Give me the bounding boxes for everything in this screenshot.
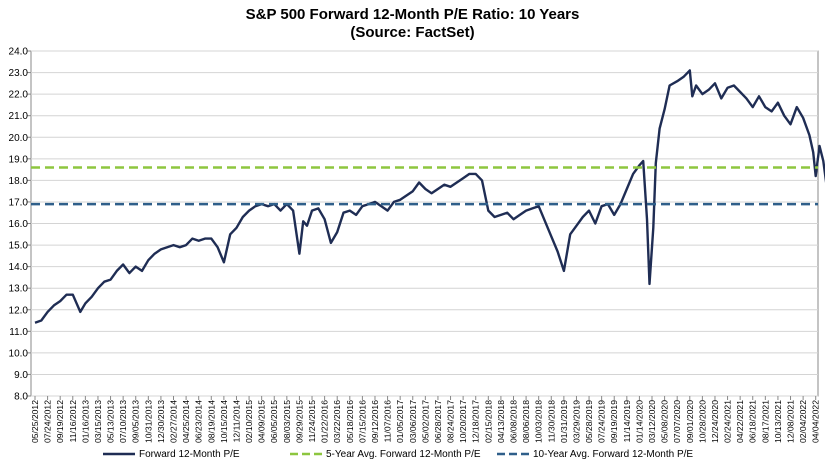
y-tick-label: 22.0 <box>9 90 29 101</box>
x-tick-label: 11/30/2018 <box>546 400 556 443</box>
x-tick-label: 02/24/2021 <box>723 400 733 443</box>
legend-label: 10-Year Avg. Forward 12-Month P/E <box>533 449 693 460</box>
x-tick-label: 07/15/2016 <box>357 400 367 443</box>
x-tick-label: 06/08/2018 <box>508 400 518 443</box>
x-tick-label: 03/29/2019 <box>571 400 581 443</box>
x-tick-label: 09/01/2020 <box>685 400 695 443</box>
x-tick-label: 01/16/2013 <box>80 400 90 443</box>
x-tick-label: 12/18/2017 <box>471 400 481 443</box>
x-tick-label: 12/24/2020 <box>710 400 720 443</box>
x-tick-label: 08/24/2017 <box>446 400 456 443</box>
x-tick-label: 05/13/2013 <box>106 400 116 443</box>
y-tick-label: 14.0 <box>9 262 29 273</box>
x-tick-label: 03/15/2013 <box>93 400 103 443</box>
y-tick-label: 18.0 <box>9 176 29 187</box>
x-tick-label: 03/22/2016 <box>332 400 342 443</box>
x-tick-label: 10/28/2020 <box>697 400 707 443</box>
x-tick-label: 10/15/2014 <box>219 400 229 443</box>
x-tick-label: 06/18/2021 <box>748 400 758 443</box>
x-tick-label: 05/18/2016 <box>345 400 355 443</box>
x-tick-label: 03/06/2017 <box>408 400 418 443</box>
y-tick-label: 15.0 <box>9 241 29 252</box>
x-tick-label: 07/07/2020 <box>672 400 682 443</box>
x-tick-label: 10/13/2021 <box>773 400 783 443</box>
x-tick-label: 08/19/2014 <box>206 400 216 443</box>
x-tick-label: 05/28/2019 <box>584 400 594 443</box>
y-tick-label: 10.0 <box>9 348 29 359</box>
y-tick-label: 20.0 <box>9 133 29 144</box>
y-tick-label: 12.0 <box>9 305 29 316</box>
x-tick-label: 08/06/2018 <box>521 400 531 443</box>
x-tick-label: 05/02/2017 <box>420 400 430 443</box>
y-tick-label: 11.0 <box>9 327 28 338</box>
y-tick-label: 23.0 <box>9 68 29 79</box>
legend-label: Forward 12-Month P/E <box>139 449 240 460</box>
x-tick-label: 09/29/2015 <box>294 400 304 443</box>
y-tick-label: 24.0 <box>9 47 29 58</box>
y-tick-label: 17.0 <box>9 197 29 208</box>
x-tick-label: 06/05/2015 <box>269 400 279 443</box>
x-tick-label: 04/04/2022 <box>811 400 821 443</box>
chart-title: S&P 500 Forward 12-Month P/E Ratio: 10 Y… <box>245 6 580 23</box>
x-tick-label: 11/07/2016 <box>383 400 393 443</box>
x-tick-label: 04/09/2015 <box>257 400 267 443</box>
x-tick-label: 01/14/2020 <box>634 400 644 443</box>
x-tick-label: 04/25/2014 <box>181 400 191 443</box>
series-line-pe <box>34 69 825 324</box>
x-tick-label: 06/23/2014 <box>194 400 204 443</box>
x-tick-label: 09/19/2019 <box>609 400 619 443</box>
x-tick-label: 04/13/2018 <box>496 400 506 443</box>
x-tick-label: 10/31/2013 <box>143 400 153 443</box>
x-tick-label: 11/14/2019 <box>622 400 632 443</box>
x-tick-label: 11/16/2012 <box>68 400 78 443</box>
y-tick-label: 9.0 <box>14 370 28 381</box>
x-tick-label: 10/20/2017 <box>458 400 468 443</box>
x-tick-label: 01/31/2019 <box>559 400 569 443</box>
y-tick-label: 21.0 <box>9 111 29 122</box>
x-tick-label: 08/17/2021 <box>760 400 770 443</box>
x-tick-label: 12/11/2014 <box>231 400 241 443</box>
x-tick-label: 07/24/2019 <box>597 400 607 443</box>
x-tick-label: 11/24/2015 <box>307 400 317 443</box>
x-tick-label: 09/05/2013 <box>131 400 141 443</box>
x-tick-label: 01/05/2017 <box>395 400 405 443</box>
x-tick-label: 02/27/2014 <box>169 400 179 443</box>
x-tick-label: 02/04/2022 <box>798 400 808 443</box>
x-tick-label: 02/10/2015 <box>244 400 254 443</box>
chart-subtitle: (Source: FactSet) <box>350 24 475 41</box>
x-tick-label: 12/08/2021 <box>786 400 796 443</box>
y-tick-label: 19.0 <box>9 154 29 165</box>
x-tick-label: 06/28/2017 <box>433 400 443 443</box>
x-tick-label: 07/24/2012 <box>43 400 53 443</box>
y-tick-label: 13.0 <box>9 284 29 295</box>
x-tick-label: 10/03/2018 <box>534 400 544 443</box>
y-tick-label: 8.0 <box>14 392 28 403</box>
x-tick-label: 07/10/2013 <box>118 400 128 443</box>
x-tick-label: 08/03/2015 <box>282 400 292 443</box>
x-tick-label: 03/12/2020 <box>647 400 657 443</box>
x-tick-label: 02/15/2018 <box>483 400 493 443</box>
x-tick-label: 09/19/2012 <box>55 400 65 443</box>
x-tick-label: 05/08/2020 <box>660 400 670 443</box>
x-tick-label: 05/25/2012 <box>30 400 40 443</box>
x-tick-label: 04/22/2021 <box>735 400 745 443</box>
x-tick-label: 12/30/2013 <box>156 400 166 443</box>
x-tick-label: 09/12/2016 <box>370 400 380 443</box>
legend-label: 5-Year Avg. Forward 12-Month P/E <box>326 449 481 460</box>
x-tick-label: 01/22/2016 <box>320 400 330 443</box>
y-tick-label: 16.0 <box>9 219 29 230</box>
